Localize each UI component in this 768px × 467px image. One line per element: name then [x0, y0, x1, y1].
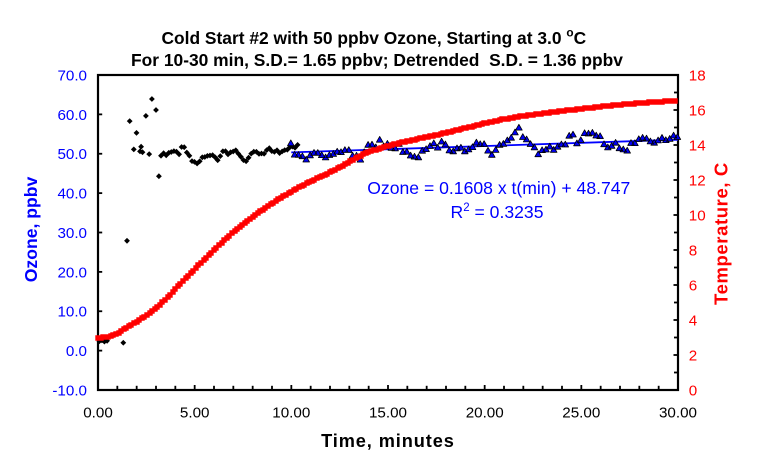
svg-text:-10.0: -10.0: [52, 382, 87, 399]
svg-text:40.0: 40.0: [57, 186, 87, 203]
svg-text:14: 14: [689, 137, 706, 154]
svg-text:10.0: 10.0: [57, 304, 87, 321]
svg-text:20.0: 20.0: [57, 264, 87, 281]
svg-text:Ozone, ppbv: Ozone, ppbv: [21, 177, 41, 283]
svg-text:70.0: 70.0: [57, 67, 87, 84]
svg-text:Time, minutes: Time, minutes: [321, 431, 455, 451]
svg-text:6: 6: [689, 277, 697, 294]
svg-text:2: 2: [689, 347, 697, 364]
svg-text:R2 = 0.3235: R2 = 0.3235: [451, 202, 544, 222]
svg-text:5.00: 5.00: [180, 404, 210, 421]
svg-text:4: 4: [689, 312, 697, 329]
svg-text:25.00: 25.00: [562, 404, 600, 421]
svg-text:60.0: 60.0: [57, 107, 87, 124]
svg-text:16: 16: [689, 102, 706, 119]
svg-text:For 10-30 min, S.D.= 1.65 ppbv: For 10-30 min, S.D.= 1.65 ppbv; Detrende…: [131, 50, 623, 70]
svg-text:Cold Start #2 with 50 ppbv Ozo: Cold Start #2 with 50 ppbv Ozone, Starti…: [161, 26, 586, 49]
svg-text:18: 18: [689, 67, 706, 84]
svg-text:0: 0: [689, 382, 697, 399]
svg-text:20.00: 20.00: [466, 404, 504, 421]
svg-text:0.00: 0.00: [83, 404, 113, 421]
svg-text:30.0: 30.0: [57, 225, 87, 242]
svg-text:30.00: 30.00: [659, 404, 697, 421]
svg-text:Ozone = 0.1608 x t(min) + 48.7: Ozone = 0.1608 x t(min) + 48.747: [367, 178, 630, 198]
svg-text:Temperature, C: Temperature, C: [711, 162, 732, 305]
svg-text:50.0: 50.0: [57, 146, 87, 163]
svg-text:10: 10: [689, 207, 706, 224]
svg-text:8: 8: [689, 242, 697, 259]
svg-text:10.00: 10.00: [272, 404, 310, 421]
svg-text:12: 12: [689, 172, 706, 189]
svg-text:0.0: 0.0: [66, 343, 87, 360]
svg-text:15.00: 15.00: [369, 404, 407, 421]
